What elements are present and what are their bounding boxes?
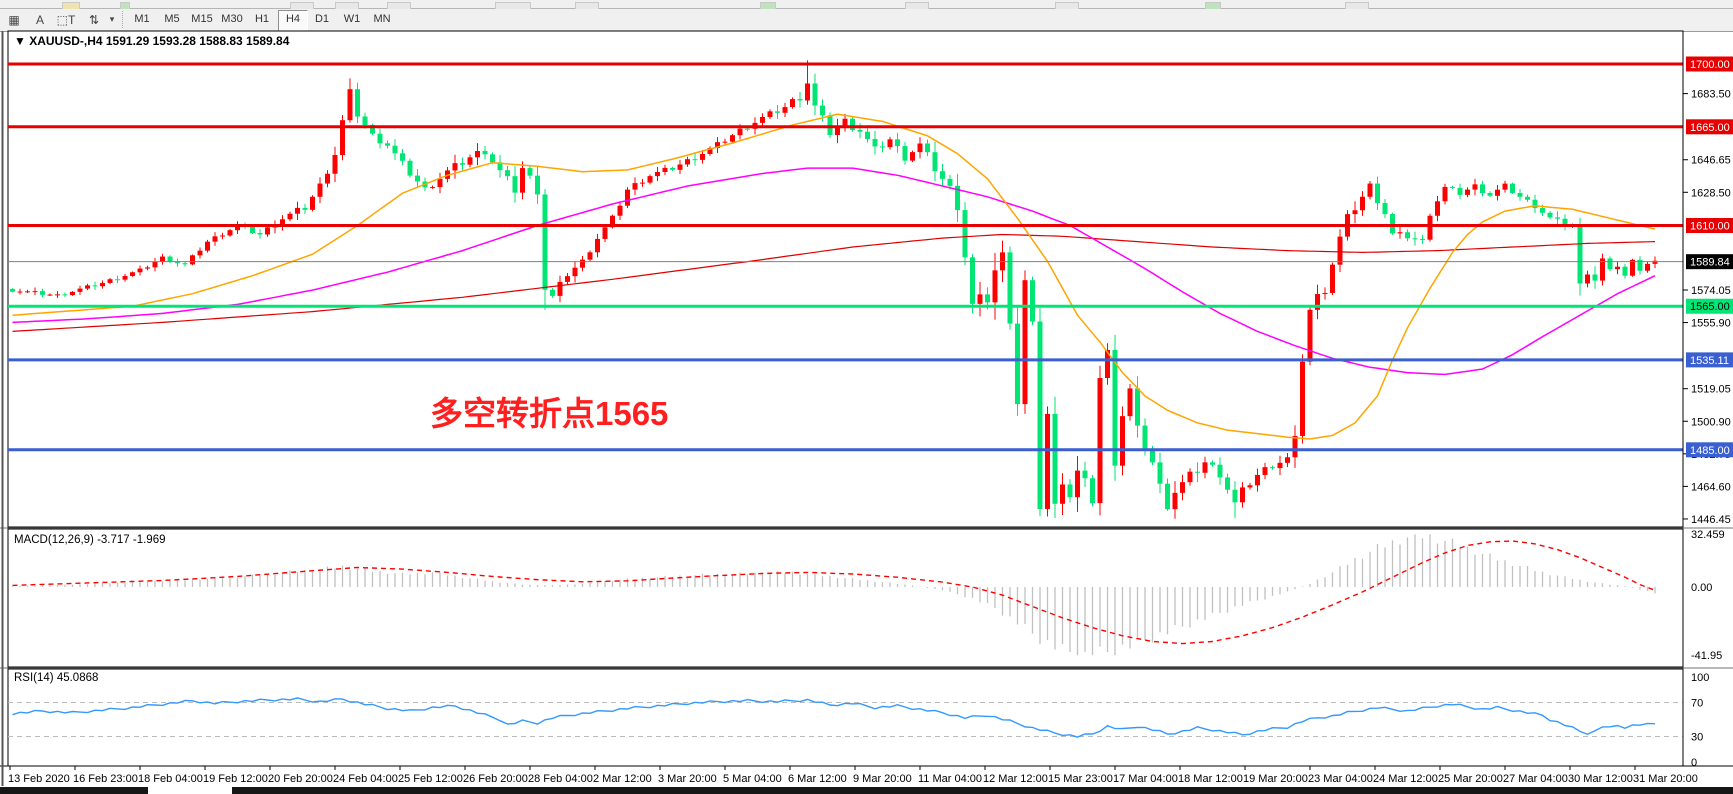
candles <box>10 60 1658 519</box>
price-tick-label: 1646.65 <box>1691 155 1731 167</box>
chart-toolbar: ▦ A ⬚T ⇅ ▾ M1 M5 M15 M30 H1 H4 D1 W1 MN <box>0 9 1733 32</box>
clipped-button <box>290 2 314 9</box>
date-label: 18 Mar 12:00 <box>1178 773 1243 785</box>
date-label: 6 Mar 12:00 <box>788 773 847 785</box>
price-badge: 1610.00 <box>1690 220 1730 232</box>
date-label: 31 Mar 20:00 <box>1633 773 1698 785</box>
rsi-series <box>8 697 1683 738</box>
bottom-bar-segment <box>0 787 148 794</box>
price-badge: 1565.00 <box>1690 301 1730 313</box>
ma-line <box>12 233 1656 332</box>
toolbar-separator <box>122 11 128 28</box>
date-label: 28 Feb 04:00 <box>528 773 593 785</box>
date-label: 19 Feb 12:00 <box>203 773 268 785</box>
price-tick-label: 1555.90 <box>1691 318 1731 330</box>
date-label: 11 Mar 04:00 <box>918 773 982 785</box>
date-label: 25 Feb 12:00 <box>398 773 463 785</box>
time-axis[interactable]: 13 Feb 2020 16 Feb 23:00 18 Feb 04:00 19 Fe… <box>0 765 1733 785</box>
date-label: 2 Mar 12:00 <box>593 773 652 785</box>
clipped-button <box>1205 2 1221 9</box>
price-tick-label: 1464.60 <box>1691 481 1731 493</box>
price-badge: 1700.00 <box>1690 59 1730 71</box>
date-label: 26 Feb 20:00 <box>463 773 528 785</box>
clipped-button <box>387 2 411 9</box>
macd-tick-label: 32.459 <box>1691 529 1725 541</box>
date-label: 24 Mar 12:00 <box>1373 773 1438 785</box>
macd-series <box>11 534 1656 656</box>
rsi-tick-label: 100 <box>1691 672 1709 684</box>
date-label: 19 Mar 20:00 <box>1243 773 1308 785</box>
date-label: 25 Mar 20:00 <box>1438 773 1503 785</box>
rsi-panel[interactable] <box>7 668 1684 767</box>
dropdown-caret-icon[interactable]: ▾ <box>109 14 115 24</box>
date-label: 3 Mar 20:00 <box>658 773 717 785</box>
text-box-icon[interactable]: ⬚T <box>56 12 76 27</box>
price-tick-label: 1628.50 <box>1691 187 1731 199</box>
tf-button-m5[interactable]: M5 <box>164 13 180 25</box>
ma-line <box>12 113 1656 440</box>
clipped-button <box>575 2 599 9</box>
clipped-button <box>1055 2 1079 9</box>
date-label: 20 Feb 20:00 <box>268 773 333 785</box>
macd-label: MACD(12,26,9) -3.717 -1.969 <box>14 534 166 546</box>
ma-line <box>12 167 1656 376</box>
price-badge: 1589.84 <box>1690 257 1730 269</box>
tf-button-w1[interactable]: W1 <box>343 13 361 25</box>
price-badge: 1665.00 <box>1690 122 1730 134</box>
clipped-button <box>62 2 80 9</box>
clipped-upper-toolbar <box>0 0 1733 9</box>
tf-button-h1[interactable]: H1 <box>254 13 270 25</box>
date-label: 16 Feb 23:00 <box>73 773 138 785</box>
main-panel[interactable] <box>7 30 1684 528</box>
text-label-icon[interactable]: A <box>35 12 44 27</box>
price-tick-label: 1500.90 <box>1691 416 1731 428</box>
macd-tick-label: -41.95 <box>1691 650 1722 662</box>
date-label: 30 Mar 12:00 <box>1568 773 1633 785</box>
tf-button-m1[interactable]: M1 <box>134 13 150 25</box>
clipped-button <box>1345 2 1369 9</box>
tf-button-m15[interactable]: M15 <box>191 13 213 25</box>
date-label: 18 Feb 04:00 <box>138 773 203 785</box>
chart-title: ▼ XAUUSD-,H4 1591.29 1593.28 1588.83 158… <box>14 34 290 48</box>
date-label: 5 Mar 04:00 <box>723 773 782 785</box>
indicator-grid-icon[interactable]: ▦ <box>8 12 20 27</box>
date-label: 13 Feb 2020 <box>8 773 70 785</box>
clipped-button <box>905 2 929 9</box>
price-axis[interactable]: 1683.50 1646.65 1628.50 1574.05 1555.90 1519.… <box>1682 31 1733 769</box>
tf-button-m30[interactable]: M30 <box>221 13 243 25</box>
date-label: 12 Mar 12:00 <box>983 773 1048 785</box>
drawing-tools-icon[interactable]: ⇅ <box>88 12 100 27</box>
clipped-button <box>495 2 531 9</box>
macd-panel[interactable] <box>7 528 1684 668</box>
tf-button-mn[interactable]: MN <box>373 13 391 25</box>
rsi-tick-label: 0 <box>1691 757 1697 769</box>
date-label: 23 Mar 04:00 <box>1308 773 1373 785</box>
tf-button-d1[interactable]: D1 <box>314 13 330 25</box>
price-tick-label: 1446.45 <box>1691 514 1731 526</box>
price-tick-label: 1519.05 <box>1691 384 1731 396</box>
date-label: 24 Feb 04:00 <box>333 773 398 785</box>
rsi-label: RSI(14) 45.0868 <box>14 672 98 684</box>
annotation-text[interactable]: 多空转折点1565 <box>430 395 668 432</box>
rsi-tick-label: 70 <box>1691 698 1703 710</box>
clipped-button <box>120 2 130 9</box>
clipped-button <box>335 2 359 9</box>
rsi-tick-label: 30 <box>1691 732 1703 744</box>
price-badge: 1485.00 <box>1690 445 1730 457</box>
macd-tick-label: 0.00 <box>1691 582 1712 594</box>
bottom-bar-segment <box>232 787 1733 794</box>
date-label: 27 Mar 04:00 <box>1503 773 1568 785</box>
price-badge: 1535.11 <box>1690 355 1729 367</box>
clipped-button <box>760 2 776 9</box>
date-label: 17 Mar 04:00 <box>1113 773 1178 785</box>
date-label: 15 Mar 23:00 <box>1048 773 1113 785</box>
date-label: 9 Mar 20:00 <box>853 773 912 785</box>
price-tick-label: 1683.50 <box>1691 89 1731 101</box>
price-tick-label: 1574.05 <box>1691 285 1731 297</box>
